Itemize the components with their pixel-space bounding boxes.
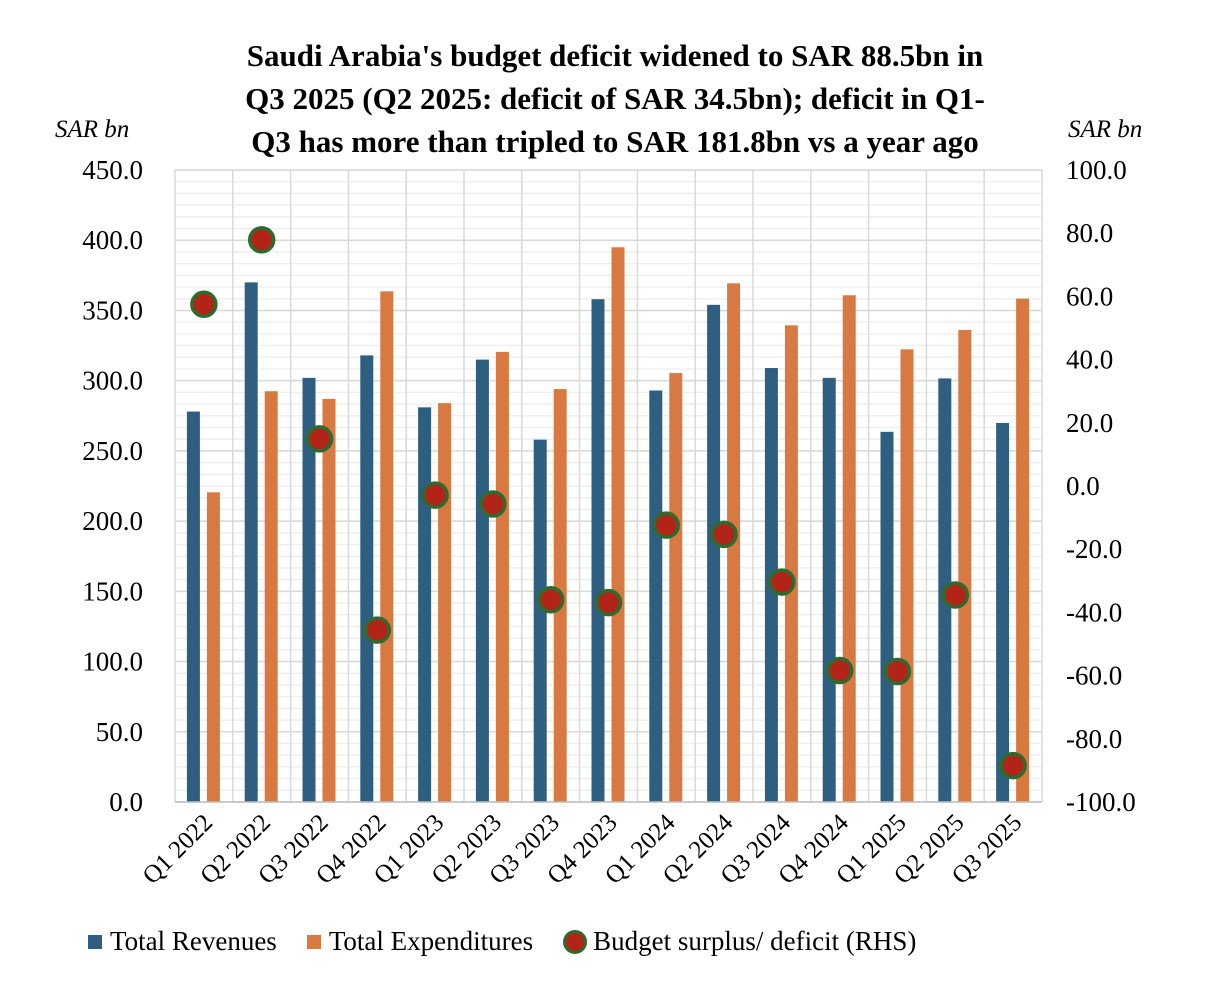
- revenue-bar: [186, 411, 200, 802]
- right-axis-unit: SAR bn: [1068, 116, 1143, 143]
- balance-marker: [536, 586, 565, 614]
- right-tick-label: 60.0: [1066, 281, 1113, 311]
- legend-marker-balance: [563, 929, 588, 954]
- right-tick-label: -100.0: [1066, 787, 1136, 817]
- balance-marker: [883, 657, 912, 686]
- left-tick-label: 400.0: [82, 225, 143, 255]
- right-tick-label: -40.0: [1066, 597, 1122, 627]
- expenditure-bar: [438, 403, 452, 802]
- legend-item-revenues: Total Revenues: [88, 926, 277, 957]
- revenue-bar: [302, 377, 316, 802]
- expenditure-bar: [900, 349, 914, 802]
- left-tick-label: 150.0: [82, 576, 143, 606]
- expenditure-bar: [784, 325, 798, 802]
- legend-swatch-expenditures: [306, 934, 321, 949]
- revenue-bar: [591, 299, 605, 802]
- left-axis-unit: SAR bn: [55, 116, 130, 143]
- right-tick-label: -80.0: [1066, 724, 1122, 754]
- left-tick-label: 200.0: [82, 506, 143, 536]
- expenditure-bar: [264, 391, 278, 802]
- revenue-bar: [649, 390, 663, 802]
- left-tick-label: 250.0: [82, 436, 143, 466]
- expenditure-bar: [206, 492, 220, 802]
- revenue-bar: [360, 355, 374, 802]
- revenue-bar: [707, 304, 721, 802]
- right-tick-label: -60.0: [1066, 661, 1122, 691]
- right-tick-label: 0.0: [1066, 471, 1100, 501]
- legend-label-revenues: Total Revenues: [110, 926, 277, 956]
- right-tick-label: 20.0: [1066, 408, 1113, 438]
- expenditure-bar: [322, 398, 336, 802]
- chart-title: Saudi Arabia's budget deficit widened to…: [150, 34, 1080, 163]
- balance-marker: [652, 511, 681, 539]
- expenditure-bar: [1016, 298, 1030, 802]
- revenue-bar: [418, 407, 432, 802]
- expenditure-bar: [611, 247, 625, 802]
- balance-marker: [825, 656, 854, 685]
- right-tick-label: 100.0: [1066, 155, 1127, 185]
- left-tick-label: 450.0: [82, 155, 143, 185]
- right-tick-label: -20.0: [1066, 534, 1122, 564]
- title-line-1: Saudi Arabia's budget deficit widened to…: [246, 38, 984, 73]
- left-tick-label: 50.0: [96, 717, 143, 747]
- legend-label-expenditures: Total Expenditures: [328, 926, 534, 956]
- revenue-bar: [880, 431, 894, 802]
- expenditure-bar: [495, 351, 509, 802]
- revenue-bar: [996, 422, 1010, 802]
- right-tick-label: 40.0: [1066, 345, 1113, 375]
- balance-marker: [190, 290, 218, 319]
- legend-item-balance: Budget surplus/ deficit (RHS): [563, 926, 916, 957]
- legend-swatch-revenues: [88, 934, 102, 949]
- legend-item-expenditures: Total Expenditures: [306, 926, 534, 957]
- left-tick-label: 300.0: [82, 366, 143, 396]
- title-line-3: Q3 has more than tripled to SAR 181.8bn …: [251, 124, 979, 159]
- right-tick-label: 80.0: [1066, 218, 1113, 248]
- expenditure-bar: [842, 295, 856, 802]
- title-line-2: Q3 2025 (Q2 2025: deficit of SAR 34.5bn)…: [245, 81, 985, 116]
- balance-marker: [768, 568, 796, 596]
- balance-marker: [479, 490, 507, 518]
- expenditure-bar: [380, 291, 394, 802]
- left-tick-label: 100.0: [82, 647, 143, 677]
- expenditure-bar: [669, 373, 683, 802]
- balance-marker: [710, 520, 738, 549]
- legend: Total Revenues Total Expenditures Budget…: [88, 926, 946, 957]
- balance-marker: [247, 226, 276, 254]
- balance-marker: [305, 425, 334, 453]
- expenditure-bar: [958, 329, 972, 802]
- balance-marker: [941, 581, 970, 609]
- revenue-bar: [475, 359, 489, 802]
- revenue-bar: [533, 439, 547, 802]
- balance-marker: [421, 481, 449, 509]
- revenue-bar: [822, 377, 836, 802]
- balance-marker: [999, 751, 1027, 780]
- left-tick-label: 0.0: [109, 787, 143, 817]
- balance-marker: [363, 616, 392, 644]
- left-tick-label: 350.0: [82, 295, 143, 325]
- legend-label-balance: Budget surplus/ deficit (RHS): [593, 926, 917, 956]
- balance-marker: [594, 588, 623, 617]
- revenue-bar: [244, 282, 258, 802]
